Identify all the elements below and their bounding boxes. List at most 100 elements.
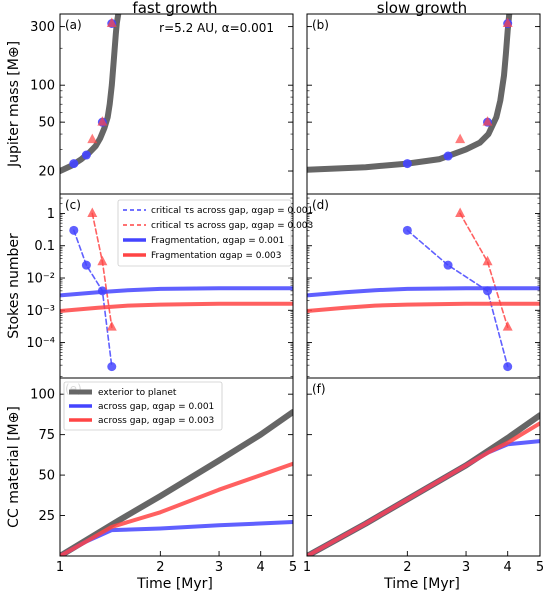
- series-line-alpha_0001: [60, 520, 293, 556]
- y-tick-label: 25: [38, 509, 55, 524]
- data-point-triangle: [87, 207, 98, 217]
- legend: exterior to planet across gap, αgap = 0.0…: [63, 381, 223, 431]
- plot-area-e: [60, 409, 293, 556]
- y-axis-label: Jupiter mass [M⊕]: [6, 41, 22, 168]
- plot-area-a: [60, 14, 122, 174]
- y-tick-label: 50: [38, 469, 55, 484]
- panel-label: (f): [312, 382, 326, 396]
- legend-box: [117, 199, 292, 267]
- marker-circle: [69, 159, 79, 169]
- y-axis-label: Stokes number: [6, 233, 22, 339]
- legend-box: [63, 381, 223, 431]
- x-tick-label: 3: [462, 560, 470, 575]
- marker-circle: [443, 151, 453, 161]
- legend-label: Fragmentation, αgap = 0.001: [151, 236, 284, 246]
- panel-label: (d): [312, 198, 329, 212]
- x-tick-label: 4: [257, 560, 265, 575]
- annotation-text: r=5.2 AU, α=0.001: [159, 21, 274, 35]
- x-tick-label: 3: [215, 560, 223, 575]
- y-tick-label: 0.1: [34, 239, 55, 254]
- axes-frame: [306, 377, 541, 557]
- data-point-triangle: [106, 321, 117, 331]
- data-point-circle: [81, 260, 91, 270]
- marker-triangle: [482, 116, 493, 126]
- y-tick-label: 20: [38, 165, 55, 180]
- legend-label: across gap, αgap = 0.003: [98, 416, 214, 426]
- series-line-alpha_0001: [406, 229, 509, 368]
- data-point-triangle: [97, 255, 108, 266]
- y-tick-label: 10⁻⁴: [26, 336, 55, 351]
- marker-triangle: [502, 17, 513, 27]
- data-point-triangle: [502, 321, 513, 331]
- plot-area-c: [60, 207, 293, 372]
- legend: critical τs across gap, αgap = 0.001 crit…: [117, 199, 313, 267]
- axes-frame: [59, 377, 294, 557]
- axes-frame: [306, 193, 541, 379]
- plot-area-f: [307, 412, 540, 556]
- y-tick-label: 50: [38, 116, 55, 131]
- x-tick-label: 2: [156, 560, 164, 575]
- x-axis-label-right: Time [Myr]: [383, 576, 460, 592]
- series-line-planet: [60, 14, 122, 174]
- y-tick-label: 75: [38, 428, 55, 443]
- data-point-triangle: [455, 207, 466, 217]
- series-line-alpha_0003: [60, 301, 293, 313]
- panel-f: 1 2 3 4 5 (f): [303, 377, 544, 575]
- marker-triangle: [87, 133, 98, 144]
- x-tick-label: 2: [403, 560, 411, 575]
- series-line-alpha_0001: [307, 286, 540, 298]
- x-tick-label: 1: [303, 560, 311, 575]
- x-tick-label: 1: [56, 560, 64, 575]
- x-axis-label-left: Time [Myr]: [136, 576, 213, 592]
- data-point-circle: [402, 225, 412, 235]
- marker-circle: [81, 150, 91, 160]
- y-tick-label: 100: [30, 388, 55, 403]
- legend-label: critical τs across gap, αgap = 0.003: [151, 221, 313, 231]
- panel-label: (a): [65, 18, 82, 32]
- legend-label: exterior to planet: [98, 388, 177, 398]
- panel-a: 20 50 100 300 (a) Jupiter mass [M⊕] r=5.2 AU, …: [6, 13, 294, 195]
- panel-b: (b): [306, 13, 541, 195]
- panel-d: (d): [306, 193, 541, 379]
- panel-label: (c): [65, 198, 81, 212]
- data-point-circle: [69, 225, 79, 235]
- y-tick-label: 1: [47, 207, 55, 222]
- series-line-alpha_0003: [91, 212, 113, 329]
- x-tick-label: 4: [504, 560, 512, 575]
- col-title-slow: slow growth: [377, 0, 467, 17]
- legend-label: Fragmentation αgap = 0.003: [151, 251, 282, 261]
- series-line-alpha_0003: [459, 212, 509, 329]
- x-tick-label: 5: [289, 560, 297, 575]
- marker-triangle: [455, 133, 466, 144]
- col-title-fast: fast growth: [132, 0, 217, 17]
- y-axis-label: CC material [M⊕]: [6, 406, 22, 528]
- series-line-alpha_0003: [307, 421, 540, 556]
- data-point-circle: [503, 362, 513, 372]
- plot-area-d: [307, 207, 540, 372]
- panel-label: (b): [312, 18, 329, 32]
- data-point-circle: [107, 362, 117, 372]
- y-tick-label: 10⁻³: [26, 304, 55, 319]
- x-tick-label: 5: [536, 560, 544, 575]
- panel-c: 10⁻⁴ 10⁻³ 10⁻² 0.1 1 (c) Stokes number critical…: [6, 193, 313, 379]
- data-point-triangle: [482, 255, 493, 266]
- marker-triangle: [97, 116, 108, 126]
- plot-area-b: [307, 14, 513, 173]
- marker-circle: [402, 159, 412, 169]
- series-line-alpha_0001: [60, 286, 293, 298]
- data-point-circle: [443, 260, 453, 270]
- legend-label: critical τs across gap, αgap = 0.001: [151, 206, 313, 216]
- legend-label: across gap, αgap = 0.001: [98, 402, 214, 412]
- series-line-alpha_0003: [60, 461, 293, 556]
- y-tick-label: 300: [30, 20, 55, 35]
- y-tick-label: 100: [30, 79, 55, 94]
- y-tick-label: 10⁻²: [26, 272, 55, 287]
- series-line-alpha_0003: [307, 301, 540, 313]
- series-line-planet: [307, 14, 513, 173]
- series-line-alpha_0001: [73, 229, 113, 368]
- panels: 20 50 100 300 (a) Jupiter mass [M⊕] r=5.2 AU, …: [6, 13, 544, 575]
- marker-triangle: [106, 17, 117, 27]
- axes-frame: [59, 13, 294, 195]
